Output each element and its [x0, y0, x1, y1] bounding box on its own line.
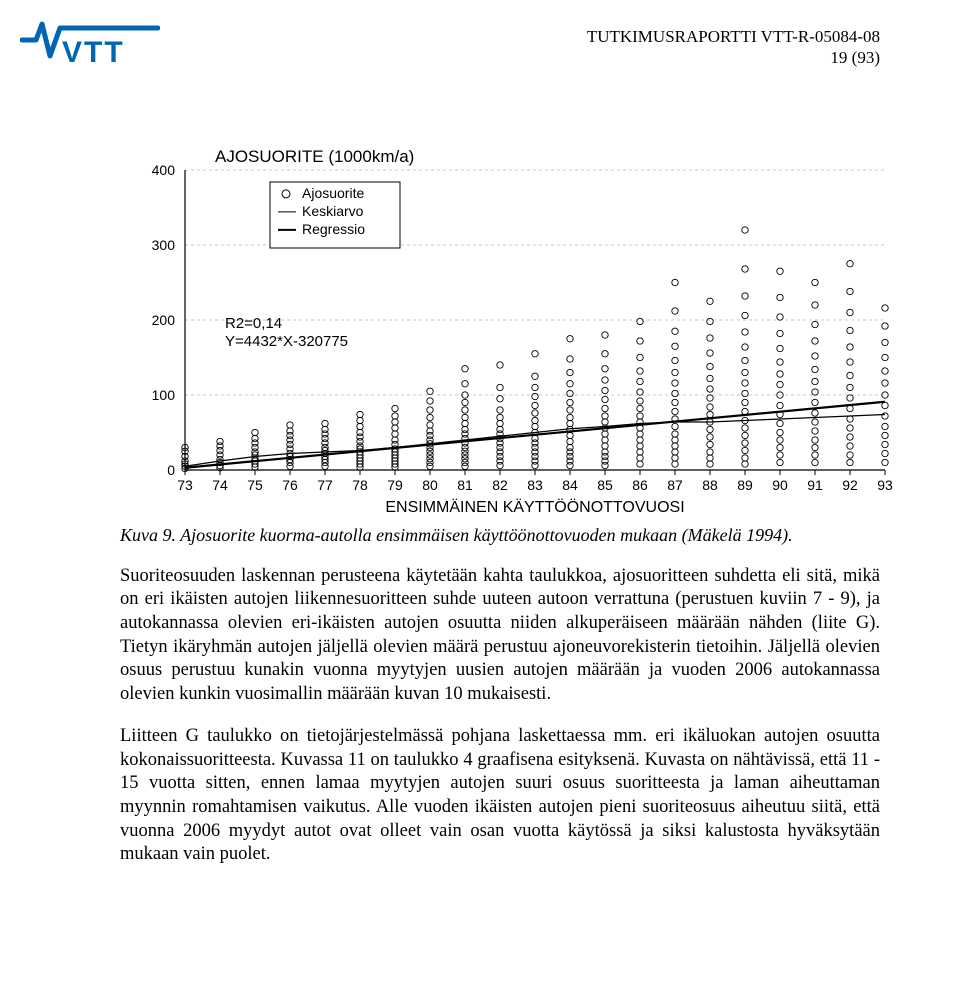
- svg-text:ENSIMMÄINEN KÄYTTÖÖNOTTOVUOSI: ENSIMMÄINEN KÄYTTÖÖNOTTOVUOSI: [385, 498, 684, 516]
- svg-text:74: 74: [212, 477, 228, 493]
- figure-caption-text: Ajosuorite kuorma-autolla ensimmäisen kä…: [180, 525, 792, 545]
- page-header: TUTKIMUSRAPORTTI VTT-R-05084-08 19 (93): [587, 26, 880, 69]
- svg-text:78: 78: [352, 477, 368, 493]
- svg-text:0: 0: [167, 462, 175, 478]
- svg-text:Ajosuorite: Ajosuorite: [302, 185, 364, 201]
- svg-text:88: 88: [702, 477, 718, 493]
- svg-text:83: 83: [527, 477, 543, 493]
- scatter-chart: 0 100 200 300 400 73 74 75 76 77 78 79 80 81 82 83 84 85 8…: [130, 140, 880, 520]
- svg-text:92: 92: [842, 477, 858, 493]
- svg-text:400: 400: [152, 162, 176, 178]
- figure-caption: Kuva 9. Ajosuorite kuorma-autolla ensimm…: [120, 524, 880, 547]
- svg-text:87: 87: [667, 477, 683, 493]
- svg-text:90: 90: [772, 477, 788, 493]
- svg-text:300: 300: [152, 237, 176, 253]
- svg-text:AJOSUORITE (1000km/a): AJOSUORITE (1000km/a): [215, 147, 414, 166]
- vtt-logo: VTT: [20, 18, 160, 68]
- vtt-logo-text: VTT: [62, 36, 125, 68]
- report-code: TUTKIMUSRAPORTTI VTT-R-05084-08: [587, 27, 880, 46]
- svg-text:73: 73: [177, 477, 193, 493]
- svg-text:R2=0,14: R2=0,14: [225, 315, 282, 332]
- svg-text:85: 85: [597, 477, 613, 493]
- svg-text:80: 80: [422, 477, 438, 493]
- svg-text:86: 86: [632, 477, 648, 493]
- svg-text:Y=4432*X-320775: Y=4432*X-320775: [225, 333, 348, 350]
- svg-text:81: 81: [457, 477, 473, 493]
- body-paragraph-2: Liitteen G taulukko on tietojärjestelmäs…: [120, 725, 880, 867]
- svg-text:200: 200: [152, 312, 176, 328]
- svg-text:79: 79: [387, 477, 403, 493]
- svg-text:Keskiarvo: Keskiarvo: [302, 203, 364, 219]
- body-paragraph-1: Suoriteosuuden laskennan perusteena käyt…: [120, 565, 880, 707]
- svg-text:84: 84: [562, 477, 578, 493]
- svg-text:75: 75: [247, 477, 263, 493]
- svg-text:93: 93: [877, 477, 893, 493]
- page-number: 19 (93): [587, 47, 880, 68]
- svg-text:91: 91: [807, 477, 823, 493]
- svg-text:76: 76: [282, 477, 298, 493]
- svg-text:77: 77: [317, 477, 333, 493]
- figure-label: Kuva 9.: [120, 525, 176, 545]
- svg-text:Regressio: Regressio: [302, 221, 365, 237]
- svg-text:89: 89: [737, 477, 753, 493]
- svg-text:100: 100: [152, 387, 176, 403]
- svg-text:82: 82: [492, 477, 508, 493]
